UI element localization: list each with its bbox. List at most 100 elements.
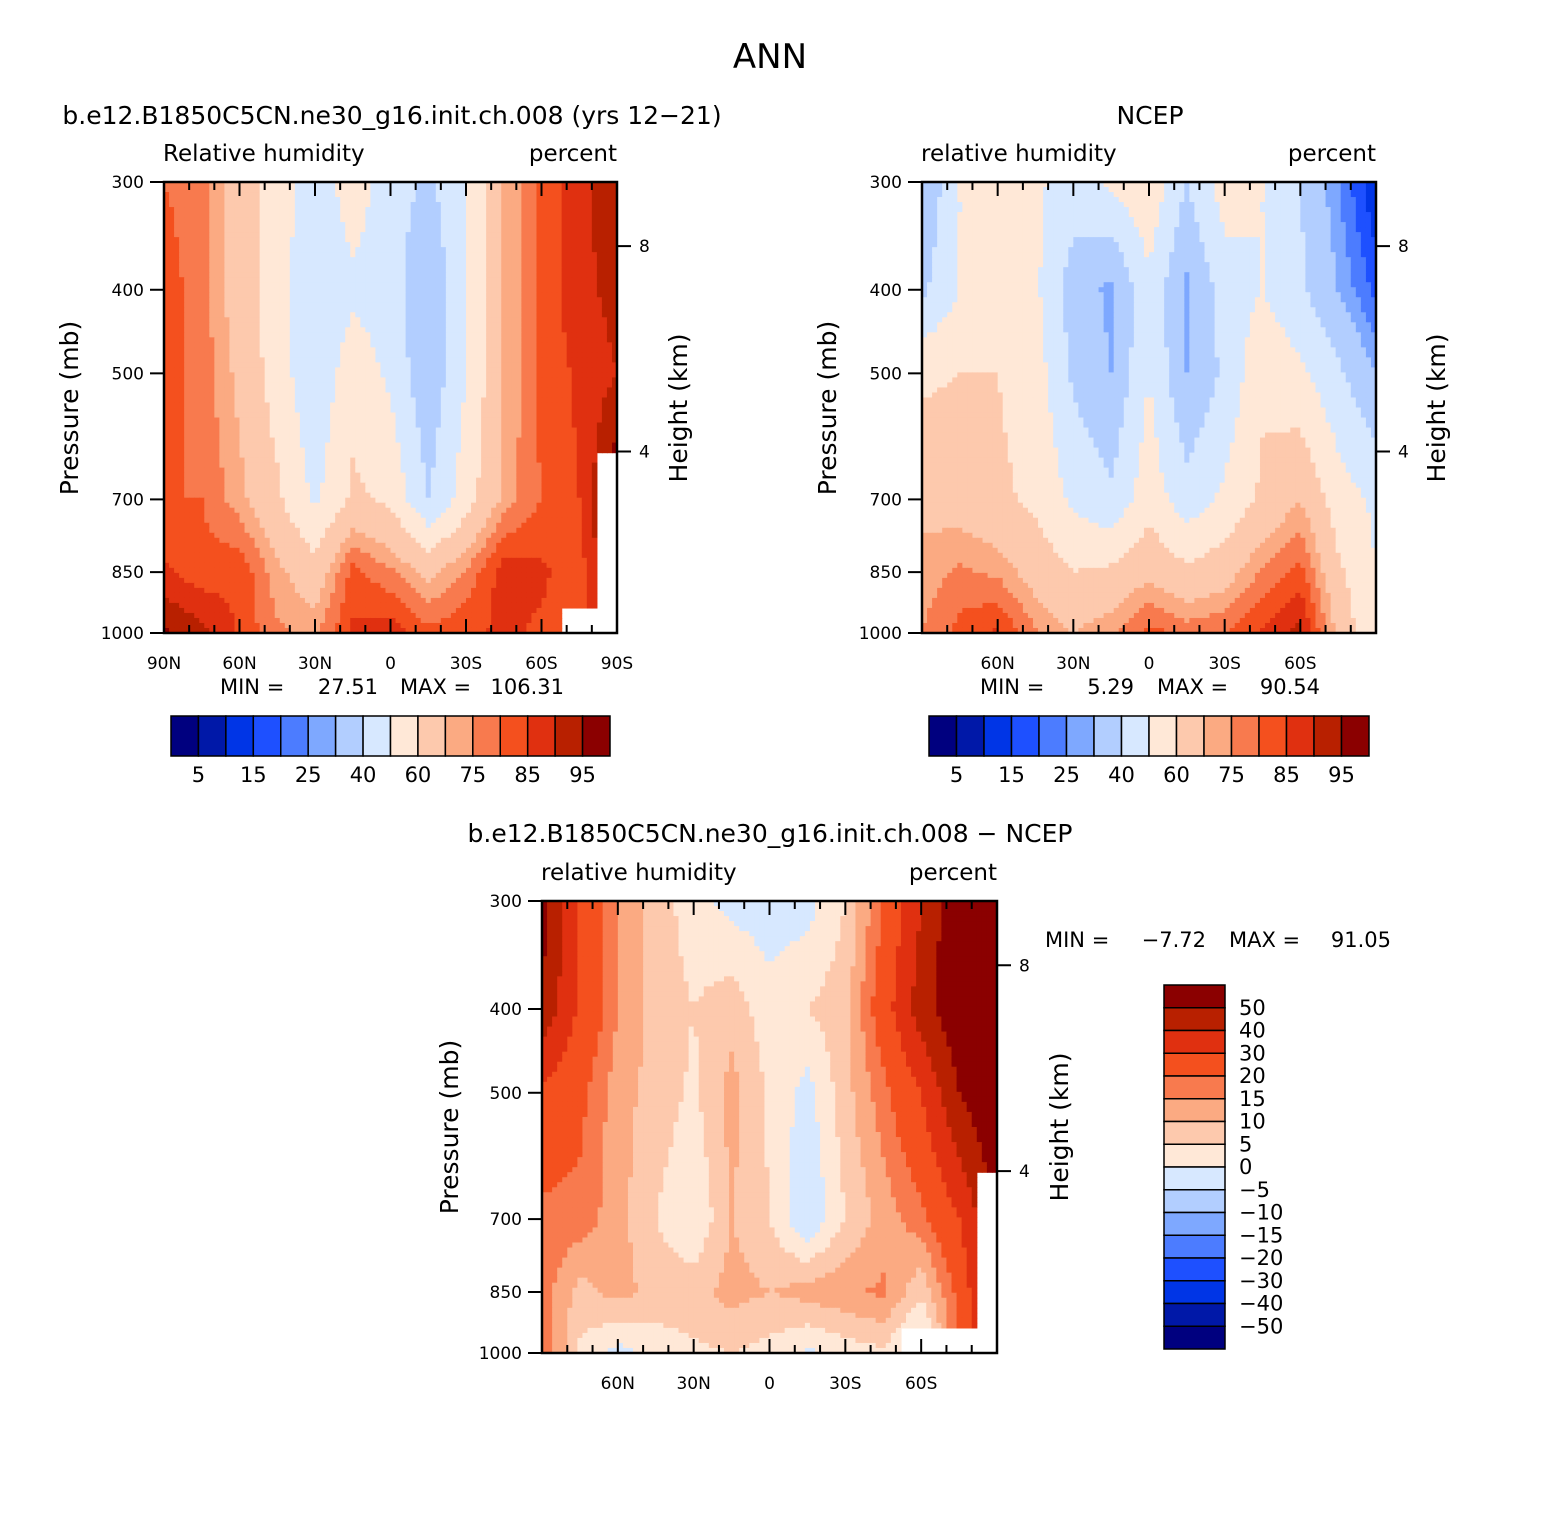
contour-cell [401,192,407,198]
contour-cell [199,242,205,248]
contour-cell [466,202,472,208]
contour-cell [355,212,361,218]
contour-cell [572,232,578,238]
contour-cell [365,252,371,258]
contour-cell [456,217,462,223]
contour-cell [315,222,321,228]
contour-cell [446,247,452,253]
contour-cell [552,207,558,213]
contour-cell [562,247,568,253]
contour-cell [486,207,492,213]
contour-cell [597,242,603,248]
contour-cell [310,212,316,218]
contour-cell [380,207,386,213]
contour-cell [602,247,608,253]
contour-cell [184,207,190,213]
contour-cell [572,217,578,223]
contour-cell [426,212,432,218]
contour-cell [531,237,537,243]
contour-cell [320,217,326,223]
contour-cell [597,212,603,218]
contour-cell [436,202,442,208]
contour-cell [224,242,230,248]
contour-cell [491,192,497,198]
contour-cell [330,237,336,243]
contour-cell [260,232,266,238]
contour-cell [401,212,407,218]
contour-cell [330,202,336,208]
contour-cell [491,207,497,213]
contour-cell [526,202,532,208]
contour-cell [345,247,351,253]
contour-cell [396,192,402,198]
contour-cell [209,217,215,223]
contour-cell [340,202,346,208]
contour-cell [486,227,492,233]
contour-cell [345,192,351,198]
contour-cell [290,207,296,213]
contour-cell [305,197,311,203]
contour-cell [295,237,301,243]
contour-cell [370,237,376,243]
contour-cell [219,237,225,243]
contour-cell [441,192,447,198]
contour-cell [250,222,256,228]
contour-cell [592,192,598,198]
contour-cell [219,197,225,203]
contour-cell [335,232,341,238]
contour-cell [391,237,397,243]
contour-cell [365,212,371,218]
contour-cell [260,212,266,218]
contour-cell [406,207,412,213]
contour-cell [169,242,175,248]
contour-cell [305,237,311,243]
contour-cell [345,202,351,208]
contour-cell [270,212,276,218]
contour-cell [305,252,311,258]
contour-cell [320,232,326,238]
contour-cell [305,187,311,193]
contour-cell [607,242,613,248]
contour-cell [174,187,180,193]
contour-cell [506,212,512,218]
contour-cell [547,232,553,238]
contour-cell [335,227,341,233]
contour-cell [516,212,522,218]
contour-cell [385,212,391,218]
contour-cell [547,217,553,223]
contour-cell [310,252,316,258]
contour-cell [345,237,351,243]
contour-cell [234,227,240,233]
contour-cell [582,192,588,198]
contour-cell [557,237,563,243]
contour-cell [471,227,477,233]
contour-cell [214,217,220,223]
contour-cell [270,217,276,223]
contour-cell [501,212,507,218]
contour-cell [380,237,386,243]
contour-cell [421,247,427,253]
contour-cell [602,227,608,233]
contour-cell [411,192,417,198]
contour-cell [411,232,417,238]
contour-cell [214,222,220,228]
contour-cell [597,187,603,193]
contour-cell [370,212,376,218]
contour-cell [365,242,371,248]
contour-cell [285,232,291,238]
contour-cell [189,232,195,238]
contour-cell [174,192,180,198]
contour-cell [531,197,537,203]
contour-cell [189,247,195,253]
contour-cell [607,202,613,208]
contour-cell [506,242,512,248]
contour-cell [597,222,603,228]
contour-cell [184,197,190,203]
contour-cell [557,232,563,238]
contour-cell [320,192,326,198]
contour-cell [592,242,598,248]
contour-cell [547,212,553,218]
contour-cell [531,222,537,228]
contour-cell [224,212,230,218]
contour-cell [577,197,583,203]
